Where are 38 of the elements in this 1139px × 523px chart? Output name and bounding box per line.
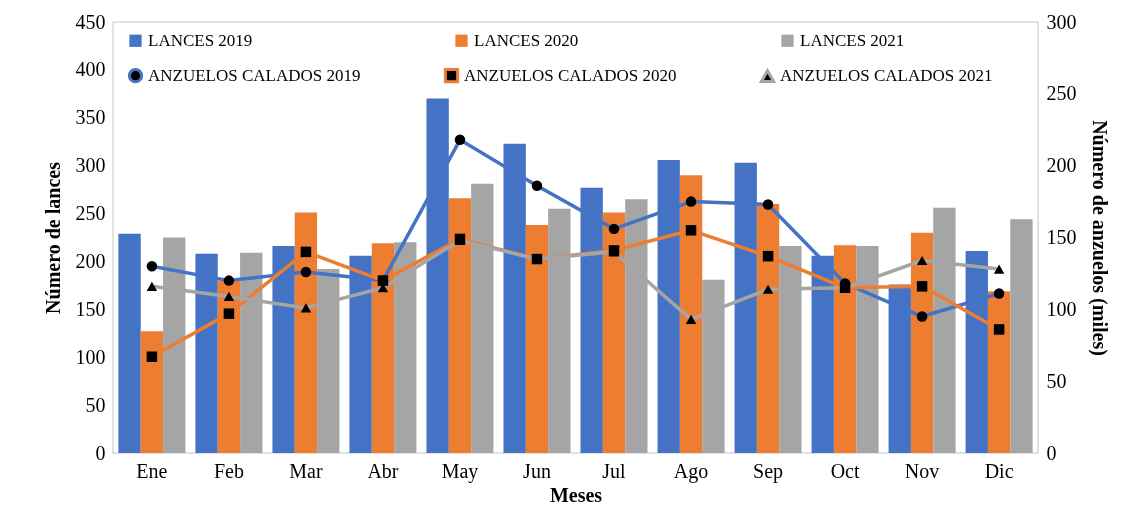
y-tick-label: 450 bbox=[75, 10, 106, 33]
y-tick-label: 200 bbox=[75, 249, 106, 272]
y-tick-label: 300 bbox=[75, 154, 106, 177]
x-tick-label: Jun bbox=[523, 459, 551, 482]
legend-label: ANZUELOS CALADOS 2020 bbox=[464, 65, 677, 85]
y-tick-label: 350 bbox=[75, 106, 106, 129]
y-tick-label: 150 bbox=[75, 297, 106, 320]
legend-label: LANCES 2019 bbox=[148, 30, 253, 50]
x-tick-label: Abr bbox=[367, 459, 399, 482]
y2-tick-label: 100 bbox=[1046, 297, 1077, 320]
y2-axis-title: Número de anzuelos (miles) bbox=[1087, 120, 1111, 356]
y-tick-label: 400 bbox=[75, 58, 106, 81]
x-tick-label: Jul bbox=[602, 459, 627, 482]
y2-tick-label: 250 bbox=[1046, 82, 1077, 105]
y2-tick-label: 300 bbox=[1046, 10, 1077, 33]
y2-tick-label: 150 bbox=[1046, 226, 1077, 248]
legend-label: LANCES 2020 bbox=[474, 30, 579, 50]
x-tick-label: Ene bbox=[136, 459, 168, 482]
y-tick-label: 50 bbox=[85, 393, 106, 416]
x-tick-label: Mar bbox=[289, 459, 323, 482]
y2-tick-label: 0 bbox=[1046, 441, 1057, 464]
y2-tick-label: 200 bbox=[1046, 154, 1077, 177]
y-axis-title: Número de lances bbox=[41, 161, 64, 314]
y-tick-label: 0 bbox=[95, 441, 106, 464]
x-axis-title: Meses bbox=[549, 483, 603, 506]
x-tick-label: Ago bbox=[673, 459, 709, 483]
x-tick-label: May bbox=[441, 459, 479, 483]
x-tick-label: Dic bbox=[984, 459, 1014, 482]
legend-label: ANZUELOS CALADOS 2021 bbox=[780, 66, 993, 86]
legend-label: ANZUELOS CALADOS 2019 bbox=[148, 65, 361, 85]
y-tick-label: 250 bbox=[75, 202, 106, 225]
legend-label: LANCES 2021 bbox=[800, 30, 905, 50]
y2-tick-label: 50 bbox=[1046, 369, 1067, 392]
x-tick-label: Nov bbox=[904, 459, 940, 482]
y-tick-label: 100 bbox=[75, 345, 106, 368]
x-tick-label: Feb bbox=[213, 459, 244, 482]
x-tick-label: Sep bbox=[753, 459, 784, 483]
x-tick-label: Oct bbox=[830, 459, 860, 482]
